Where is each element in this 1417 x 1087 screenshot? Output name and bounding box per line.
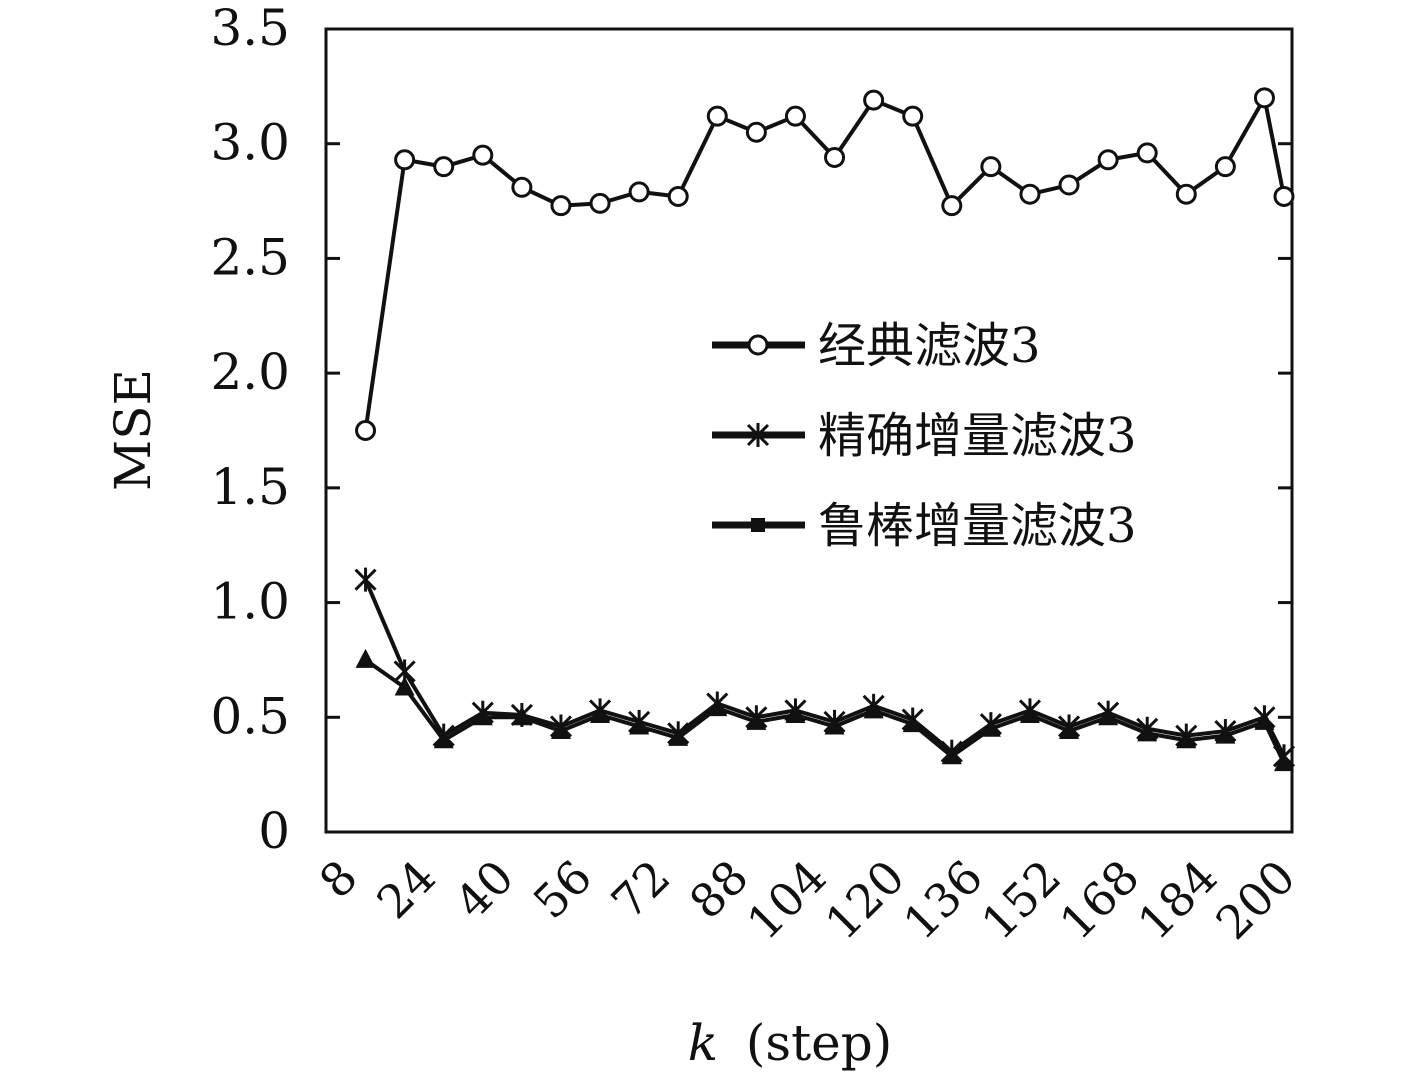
x-tick-label: 136 [893, 850, 993, 950]
data-point-asterisk [354, 567, 377, 592]
data-point-triangle [1274, 752, 1294, 772]
legend-label: 鲁棒增量滤波3 [818, 498, 1137, 554]
data-point-circle [667, 185, 689, 207]
data-point-triangle [1176, 729, 1197, 749]
data-point-triangle [1019, 703, 1040, 723]
data-point-triangle [980, 717, 1001, 737]
x-tick-label: 120 [815, 850, 915, 950]
y-tick-label: 2.5 [210, 228, 290, 286]
data-point-circle [745, 121, 767, 143]
plot-frame [324, 27, 1294, 834]
data-point-square [751, 518, 765, 532]
y-tick-label: 1.5 [210, 458, 290, 516]
series-3 [355, 648, 1294, 772]
x-tick-label: 104 [737, 850, 837, 950]
data-point-circle [1058, 174, 1080, 196]
data-point-circle [472, 144, 494, 166]
data-point-triangle [824, 715, 845, 735]
x-tick-label: 200 [1206, 850, 1306, 950]
data-point-triangle [1137, 722, 1158, 742]
data-point-asterisk [746, 423, 770, 447]
data-point-circle [902, 105, 924, 127]
data-point-triangle [1098, 706, 1119, 726]
data-point-triangle [941, 745, 962, 765]
data-point-triangle [1215, 724, 1236, 744]
data-point-circle [1273, 185, 1295, 207]
data-point-triangle [785, 703, 806, 723]
data-point-circle [1175, 183, 1197, 205]
y-tick-label: 3.5 [210, 0, 290, 57]
data-point-triangle [590, 703, 611, 723]
data-point-circle [550, 195, 572, 217]
x-tick-label: 184 [1127, 850, 1227, 950]
data-point-circle [863, 89, 885, 111]
x-axis-label-unit: (step) [746, 1014, 892, 1072]
data-point-circle [511, 176, 533, 198]
data-point-circle [1253, 87, 1275, 109]
y-tick-label: 0 [258, 802, 290, 860]
x-tick-label: 72 [601, 850, 681, 930]
data-point-circle [784, 105, 806, 127]
data-point-circle [747, 334, 769, 356]
data-point-circle [394, 149, 416, 171]
y-axis-ticks: 0 0.5 1.0 1.5 2.0 2.5 3.0 3.5 [210, 0, 1292, 860]
data-point-triangle [1254, 710, 1275, 730]
data-point-triangle [707, 697, 728, 717]
series-layer [354, 87, 1296, 772]
data-point-circle [589, 192, 611, 214]
data-point-circle [706, 105, 728, 127]
legend: 经典滤波3 精确增量滤波3 鲁棒增量滤波3 [712, 318, 1137, 554]
legend-item: 精确增量滤波3 [712, 408, 1137, 464]
legend-item: 经典滤波3 [712, 318, 1041, 374]
y-tick-label: 0.5 [210, 687, 290, 745]
data-point-triangle [668, 726, 689, 746]
x-tick-label: 40 [445, 850, 525, 930]
data-point-triangle [1059, 720, 1080, 740]
x-tick-label: 56 [523, 850, 603, 930]
data-point-triangle [511, 706, 532, 726]
legend-label: 精确增量滤波3 [818, 408, 1137, 464]
data-point-triangle [433, 729, 454, 749]
y-tick-label: 2.0 [210, 343, 290, 401]
data-point-circle [1136, 142, 1158, 164]
legend-item: 鲁棒增量滤波3 [712, 498, 1137, 554]
y-tick-label: 1.0 [210, 573, 290, 631]
data-point-circle [1019, 183, 1041, 205]
data-point-circle [355, 420, 377, 441]
data-point-circle [1097, 149, 1119, 171]
data-point-triangle [472, 706, 493, 726]
data-point-triangle [902, 713, 923, 733]
data-point-circle [433, 156, 455, 178]
data-point-triangle [355, 648, 376, 668]
data-point-triangle [863, 699, 884, 719]
x-axis-label-var: k [688, 1014, 718, 1072]
data-point-circle [824, 146, 846, 168]
data-point-circle [980, 156, 1002, 178]
y-tick-label: 3.0 [210, 114, 290, 172]
data-point-triangle [746, 710, 767, 730]
x-tick-label: 8 [309, 850, 368, 909]
x-tick-label: 152 [971, 850, 1071, 950]
x-axis-label: k (step) [688, 1014, 893, 1072]
series-line [364, 658, 1286, 765]
data-point-triangle [629, 715, 650, 735]
data-point-triangle [550, 720, 571, 740]
x-tick-label: 24 [366, 850, 446, 930]
data-point-circle [628, 181, 650, 203]
series-1 [355, 87, 1295, 441]
legend-label: 经典滤波3 [818, 318, 1041, 374]
data-point-triangle [394, 676, 415, 696]
data-point-circle [941, 195, 963, 217]
data-point-circle [1214, 156, 1236, 178]
x-tick-label: 168 [1049, 850, 1149, 950]
y-axis-label: MSE [104, 369, 162, 491]
